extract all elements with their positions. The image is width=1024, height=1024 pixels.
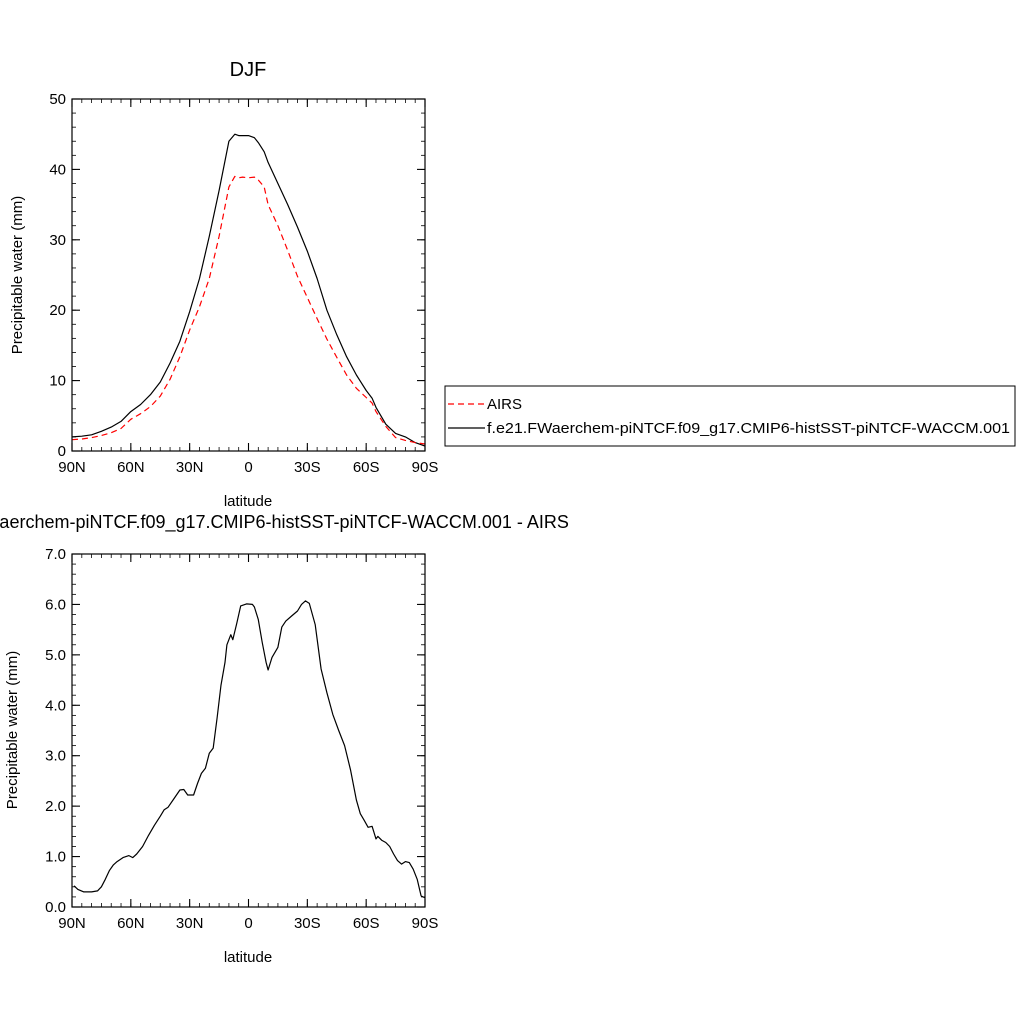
axis-ticks: 90N 60N 30N 0 30S 60S 90S 0.0 1.0 2.0 3.0 4.0 5.0 6.0… xyxy=(45,546,438,932)
series-line-model xyxy=(73,600,426,899)
plot-series xyxy=(73,600,426,899)
chart-title: f.e21.FWaerchem-piNTCF.f09_g17.CMIP6-his… xyxy=(0,512,569,533)
y-tick-label: 20 xyxy=(49,302,66,319)
y-tick-label: 2.0 xyxy=(45,798,66,815)
panel-top: DJF Precipitable water (mm) latitude 90N… xyxy=(9,59,438,510)
y-tick-label: 7.0 xyxy=(45,546,66,563)
series-line-model xyxy=(71,133,426,447)
x-axis-label: latitude xyxy=(224,949,272,966)
plot-frame xyxy=(71,553,426,908)
y-tick-label: 0 xyxy=(58,443,66,460)
x-tick-label: 30N xyxy=(176,915,204,932)
x-tick-label: 60N xyxy=(117,915,145,932)
y-tick-label: 40 xyxy=(49,161,66,178)
x-tick-label: 60N xyxy=(117,459,145,476)
y-axis-label: Precipitable water (mm) xyxy=(9,196,26,354)
legend-label-model: f.e21.FWaerchem-piNTCF.f09_g17.CMIP6-his… xyxy=(487,420,1010,437)
y-axis-label: Precipitable water (mm) xyxy=(4,651,21,809)
legend-box xyxy=(444,385,1016,447)
y-tick-label: 10 xyxy=(49,373,66,390)
x-tick-label: 90S xyxy=(412,915,439,932)
x-axis-label: latitude xyxy=(224,493,272,510)
series-line-airs xyxy=(71,175,426,445)
y-tick-label: 3.0 xyxy=(45,748,66,765)
y-tick-label: 0.0 xyxy=(45,899,66,916)
x-tick-label: 90N xyxy=(58,915,86,932)
y-tick-label: 50 xyxy=(49,91,66,108)
y-tick-label: 4.0 xyxy=(45,697,66,714)
plot-frame xyxy=(71,98,426,452)
x-tick-label: 90N xyxy=(58,459,86,476)
x-tick-label: 60S xyxy=(353,915,380,932)
plot-series xyxy=(71,133,426,447)
y-tick-label: 1.0 xyxy=(45,849,66,866)
panel-bottom: f.e21.FWaerchem-piNTCF.f09_g17.CMIP6-his… xyxy=(0,512,569,966)
chart-title: DJF xyxy=(230,59,267,81)
y-tick-label: 30 xyxy=(49,232,66,249)
x-tick-label: 60S xyxy=(353,459,380,476)
x-tick-label: 90S xyxy=(412,459,439,476)
legend-label-airs: AIRS xyxy=(487,396,522,413)
y-tick-label: 6.0 xyxy=(45,596,66,613)
x-tick-label: 30S xyxy=(294,915,321,932)
x-tick-label: 0 xyxy=(244,915,252,932)
legend: AIRS f.e21.FWaerchem-piNTCF.f09_g17.CMIP… xyxy=(444,385,1016,447)
x-tick-label: 30N xyxy=(176,459,204,476)
y-tick-label: 5.0 xyxy=(45,647,66,664)
x-tick-label: 30S xyxy=(294,459,321,476)
x-tick-label: 0 xyxy=(244,459,252,476)
